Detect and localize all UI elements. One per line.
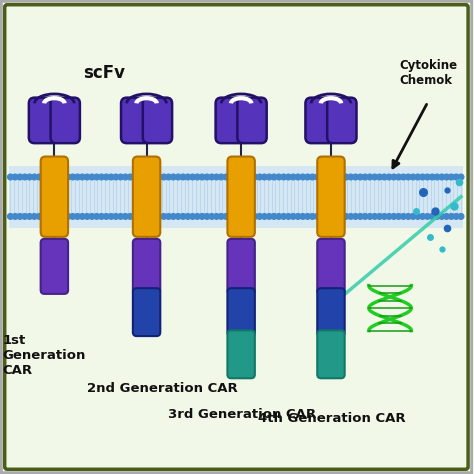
Circle shape (276, 214, 282, 219)
Circle shape (377, 174, 383, 180)
Text: 4th Generation CAR: 4th Generation CAR (258, 412, 405, 425)
Circle shape (161, 174, 167, 180)
Circle shape (142, 214, 147, 219)
Circle shape (65, 174, 71, 180)
Circle shape (372, 174, 378, 180)
Circle shape (166, 174, 172, 180)
Circle shape (12, 214, 18, 219)
Circle shape (108, 174, 114, 180)
Circle shape (357, 174, 363, 180)
Circle shape (185, 214, 191, 219)
Circle shape (65, 214, 71, 219)
Circle shape (60, 214, 66, 219)
Circle shape (401, 214, 406, 219)
Circle shape (348, 174, 354, 180)
Circle shape (209, 214, 215, 219)
Circle shape (194, 174, 200, 180)
Circle shape (175, 214, 181, 219)
Circle shape (8, 214, 13, 219)
Circle shape (281, 214, 286, 219)
Circle shape (113, 214, 118, 219)
FancyBboxPatch shape (237, 98, 267, 143)
Circle shape (55, 214, 61, 219)
Circle shape (204, 174, 210, 180)
Circle shape (448, 214, 454, 219)
Circle shape (75, 174, 81, 180)
Circle shape (453, 214, 459, 219)
Circle shape (199, 174, 205, 180)
Circle shape (257, 174, 263, 180)
Circle shape (329, 214, 334, 219)
Circle shape (32, 214, 37, 219)
Circle shape (405, 214, 411, 219)
Circle shape (420, 214, 426, 219)
Circle shape (94, 214, 100, 219)
Circle shape (429, 174, 435, 180)
Circle shape (17, 174, 23, 180)
Circle shape (415, 214, 421, 219)
Circle shape (22, 214, 27, 219)
Circle shape (324, 174, 329, 180)
Circle shape (391, 174, 397, 180)
Circle shape (51, 174, 56, 180)
Circle shape (70, 174, 75, 180)
Circle shape (291, 214, 296, 219)
Circle shape (55, 174, 61, 180)
Circle shape (237, 214, 243, 219)
Circle shape (439, 214, 445, 219)
Circle shape (80, 214, 85, 219)
Circle shape (247, 174, 253, 180)
FancyBboxPatch shape (121, 98, 150, 143)
Circle shape (458, 174, 464, 180)
Circle shape (146, 174, 152, 180)
Circle shape (382, 214, 387, 219)
Circle shape (242, 174, 248, 180)
Circle shape (252, 214, 258, 219)
Circle shape (410, 174, 416, 180)
Circle shape (166, 214, 172, 219)
Circle shape (357, 214, 363, 219)
Circle shape (429, 214, 435, 219)
Circle shape (242, 214, 248, 219)
Circle shape (70, 214, 75, 219)
Circle shape (118, 214, 124, 219)
FancyBboxPatch shape (228, 288, 255, 336)
Circle shape (425, 214, 430, 219)
Circle shape (89, 214, 95, 219)
Circle shape (233, 174, 238, 180)
Circle shape (180, 214, 186, 219)
Circle shape (223, 214, 229, 219)
Circle shape (156, 174, 162, 180)
Circle shape (161, 214, 167, 219)
Circle shape (128, 174, 133, 180)
Circle shape (137, 214, 143, 219)
Circle shape (271, 174, 277, 180)
Circle shape (132, 174, 138, 180)
Circle shape (214, 174, 219, 180)
Circle shape (103, 214, 109, 219)
Circle shape (237, 174, 243, 180)
Circle shape (300, 174, 306, 180)
Circle shape (405, 174, 411, 180)
Circle shape (80, 174, 85, 180)
Circle shape (305, 174, 310, 180)
Circle shape (386, 214, 392, 219)
Circle shape (434, 174, 440, 180)
Circle shape (41, 214, 47, 219)
Circle shape (266, 214, 272, 219)
Circle shape (233, 214, 238, 219)
Circle shape (27, 214, 32, 219)
Bar (9, 166, 464, 228)
Circle shape (252, 174, 258, 180)
Circle shape (391, 214, 397, 219)
Circle shape (32, 174, 37, 180)
Circle shape (41, 174, 47, 180)
FancyBboxPatch shape (228, 156, 255, 237)
Circle shape (291, 174, 296, 180)
FancyBboxPatch shape (133, 239, 160, 294)
FancyBboxPatch shape (317, 156, 345, 237)
Circle shape (36, 174, 42, 180)
Circle shape (319, 214, 325, 219)
Circle shape (151, 214, 157, 219)
